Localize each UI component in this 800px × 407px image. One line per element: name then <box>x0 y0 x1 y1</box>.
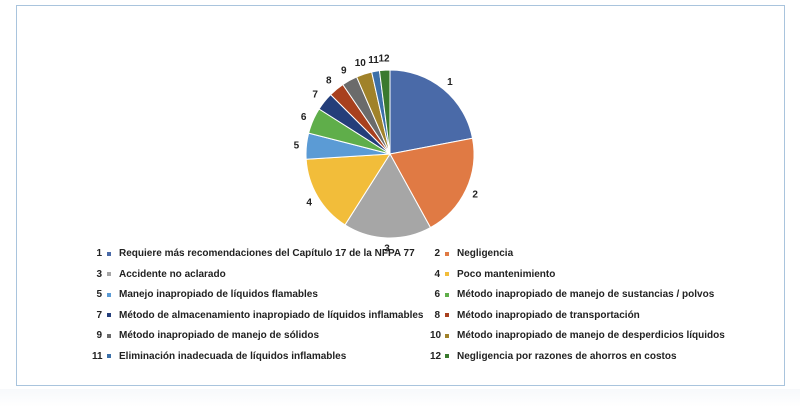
slice-label-1: 1 <box>447 77 453 88</box>
legend-label: Método inapropiado de manejo de sustanci… <box>457 289 715 300</box>
legend-swatch <box>107 354 111 358</box>
slice-label-12: 12 <box>378 54 390 65</box>
pie-slice-2 <box>389 137 475 229</box>
legend-item-8: 8 Método inapropiado de transportación <box>430 309 640 321</box>
legend-label: Método inapropiado de manejo de sólidos <box>119 330 320 341</box>
legend-number: 4 <box>434 268 440 280</box>
legend-item-4: 4 Poco mantenimiento <box>430 269 555 280</box>
legend-swatch <box>445 251 449 256</box>
legend-swatch <box>445 333 449 338</box>
slice-label-8: 8 <box>326 76 332 87</box>
legend-item-12: 12 Negligencia por razones de ahorros en … <box>430 351 677 362</box>
legend-label: Manejo inapropiado de líquidos flamables <box>119 289 318 300</box>
legend-swatch <box>445 272 449 276</box>
legend-swatch <box>445 313 449 317</box>
legend-swatch <box>445 292 449 297</box>
pie-slice-1 <box>389 69 474 155</box>
legend-label: Requiere más recomendaciones del Capítul… <box>119 248 415 259</box>
pie-slice-4 <box>305 153 391 226</box>
legend-number: 9 <box>96 330 102 341</box>
slice-label-10: 10 <box>355 58 367 69</box>
legend-item-1: 1 Requiere más recomendaciones del Capítu… <box>92 248 415 259</box>
watermark-strip <box>0 389 800 407</box>
slice-label-9: 9 <box>341 65 347 76</box>
legend-swatch <box>107 251 111 256</box>
legend-number: 7 <box>96 309 102 321</box>
legend-swatch <box>445 354 449 358</box>
legend-item-5: 5 Manejo inapropiado de líquidos flamable… <box>92 289 318 300</box>
legend-item-9: 9 Método inapropiado de manejo de sólidos <box>92 330 319 341</box>
legend-number: 11 <box>92 350 103 362</box>
slice-label-3: 3 <box>384 244 390 255</box>
legend-number: 8 <box>434 309 440 321</box>
legend-item-6: 6 Método inapropiado de manejo de sustanc… <box>430 289 714 300</box>
pie-slice-12 <box>378 69 391 155</box>
legend-swatch <box>107 313 111 317</box>
legend-number: 1 <box>96 248 102 259</box>
legend-label: Negligencia por razones de ahorros en co… <box>457 350 677 362</box>
legend-item-10: 10 Método inapropiado de manejo de desper… <box>430 330 725 341</box>
legend-number: 3 <box>96 268 102 280</box>
legend-number: 10 <box>430 330 442 341</box>
legend-label: Método de almacenamiento inapropiado de … <box>119 309 424 321</box>
pie-slice-3 <box>344 153 432 239</box>
legend-label: Método inapropiado de manejo de desperdi… <box>457 330 725 341</box>
legend-label: Accidente no aclarado <box>119 268 226 280</box>
slice-label-5: 5 <box>294 141 300 152</box>
legend-number: 2 <box>434 248 440 259</box>
legend-label: Método inapropiado de transportación <box>457 309 640 321</box>
slice-label-11: 11 <box>368 55 379 66</box>
slice-label-6: 6 <box>301 112 307 123</box>
legend-number: 12 <box>430 350 442 362</box>
slice-label-4: 4 <box>306 197 312 208</box>
legend-item-11: 11 Eliminación inadecuada de líquidos inf… <box>92 351 346 362</box>
slice-label-2: 2 <box>472 190 478 201</box>
legend-item-2: 2 Negligencia <box>430 248 513 259</box>
legend-swatch <box>107 333 111 338</box>
legend-label: Poco mantenimiento <box>457 268 556 280</box>
slice-label-7: 7 <box>312 90 318 101</box>
legend-item-3: 3 Accidente no aclarado <box>92 268 226 280</box>
legend-swatch <box>107 272 111 276</box>
legend-label: Eliminación inadecuada de líquidos infla… <box>119 350 347 362</box>
legend-number: 6 <box>434 289 440 300</box>
legend-swatch <box>107 292 111 297</box>
legend-item-7: 7 Método de almacenamiento inapropiado de… <box>92 309 424 321</box>
legend-number: 5 <box>96 289 102 300</box>
legend-label: Negligencia <box>457 248 514 259</box>
